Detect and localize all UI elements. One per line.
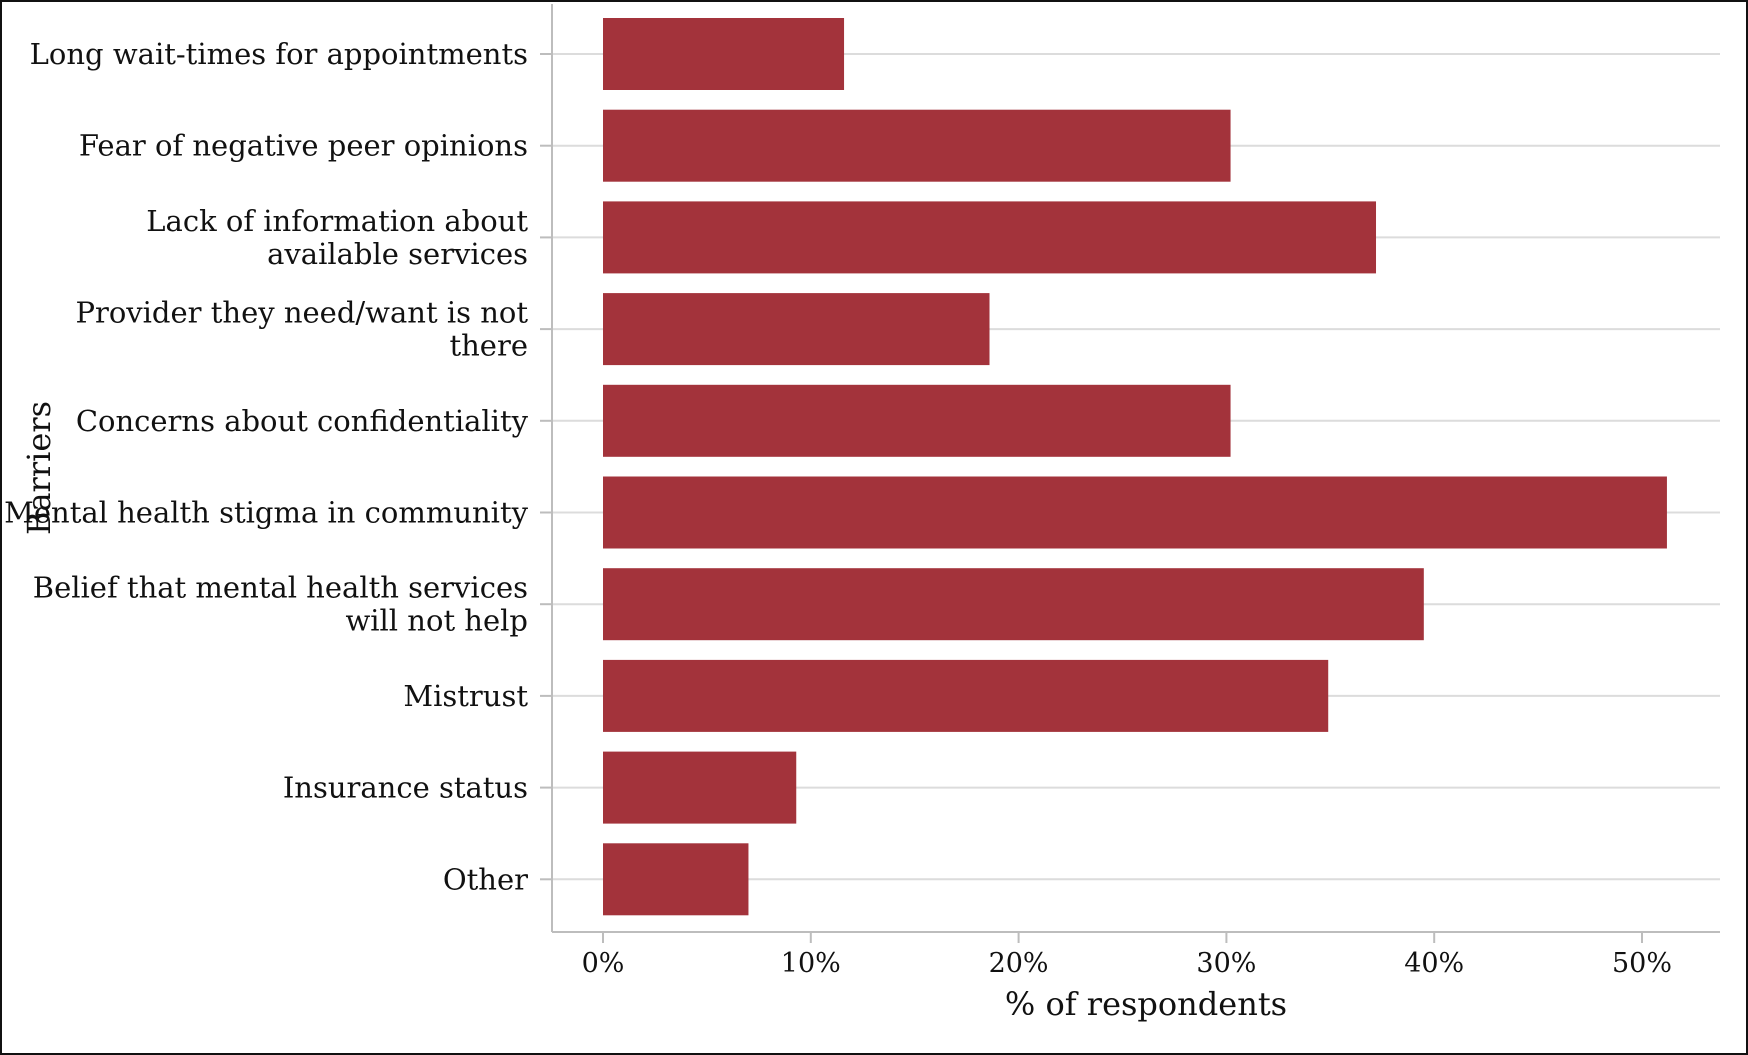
x-tick-label: 10%: [781, 948, 841, 979]
label-layer: Long wait-times for appointments Fear of …: [4, 37, 1672, 979]
bar: [603, 293, 990, 366]
y-axis-title: Barriers: [20, 401, 58, 535]
bar: [603, 201, 1377, 274]
bar: [603, 659, 1329, 732]
y-tick-label: Lack of information about available servi…: [146, 204, 528, 271]
x-tick-label: 40%: [1404, 948, 1464, 979]
y-tick-label: Belief that mental health services will n…: [33, 571, 528, 638]
y-tick-label: Concerns about confidentiality: [76, 404, 529, 438]
bar: [603, 476, 1667, 549]
y-tick-label: Insurance status: [283, 771, 528, 805]
axis-layer: [540, 4, 1720, 943]
bar: [603, 843, 749, 916]
y-tick-label: Long wait-times for appointments: [30, 37, 528, 71]
y-tick-label: Mental health stigma in community: [4, 496, 528, 530]
bar: [603, 18, 845, 90]
x-axis-title: % of respondents: [1005, 985, 1287, 1023]
x-tick-label: 50%: [1612, 948, 1672, 979]
y-tick-label: Provider they need/want is not there: [75, 296, 528, 363]
bar: [603, 751, 797, 824]
x-tick-label: 30%: [1196, 948, 1256, 979]
x-tick-label: 0%: [582, 948, 625, 979]
bar: [603, 384, 1231, 457]
y-tick-label: Mistrust: [403, 679, 528, 713]
bar: [603, 568, 1424, 641]
bar-layer: [603, 18, 1667, 916]
x-tick-label: 20%: [989, 948, 1049, 979]
y-tick-label: Other: [443, 862, 528, 896]
bar: [603, 109, 1231, 182]
y-tick-label: Fear of negative peer opinions: [79, 129, 528, 163]
